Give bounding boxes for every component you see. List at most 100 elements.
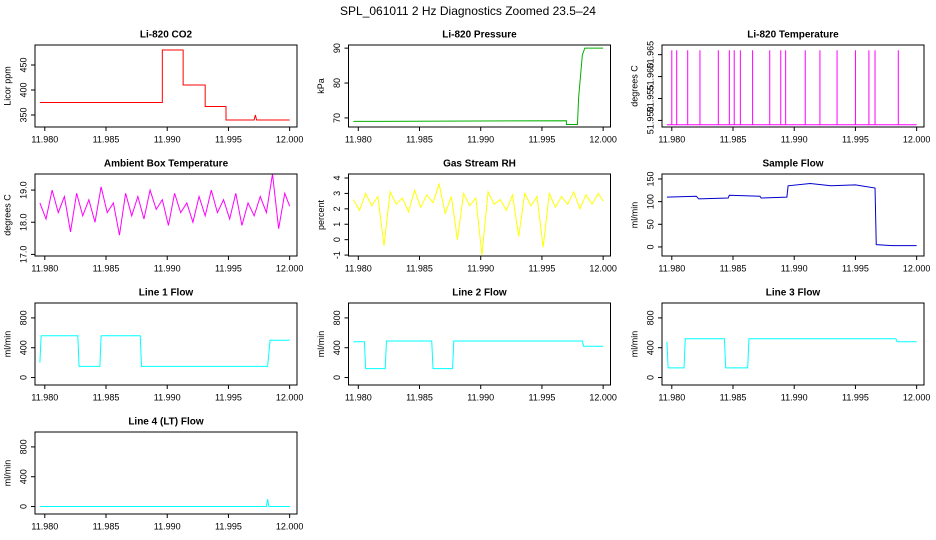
- data-line: [666, 183, 917, 247]
- y-tick-label: 17.0: [18, 246, 28, 264]
- y-tick-label: 400: [645, 340, 655, 355]
- x-tick-label: 11.985: [93, 134, 120, 144]
- x-tick-label: 11.980: [31, 134, 58, 144]
- x-tick-label: 11.980: [658, 134, 685, 144]
- x-tick-label: 11.980: [658, 392, 685, 402]
- x-tick-label: 11.980: [31, 263, 58, 273]
- x-tick-label: 11.985: [720, 263, 747, 273]
- data-line: [353, 340, 604, 370]
- data-line: [39, 173, 291, 236]
- y-tick-label: 19.0: [18, 181, 28, 199]
- x-tick-label: 11.980: [345, 392, 372, 402]
- y-tick-label: 51.965: [645, 41, 655, 69]
- plot-frame: [661, 302, 925, 386]
- plot-frame: [661, 173, 925, 257]
- y-tick-label: 800: [332, 310, 342, 325]
- x-tick-label: 11.995: [215, 392, 242, 402]
- x-tick-label: 11.985: [720, 392, 747, 402]
- panel-title: Li-820 CO2: [140, 30, 193, 41]
- data-line: [666, 338, 917, 369]
- panel-title: Gas Stream RH: [443, 159, 516, 170]
- x-tick-label: 11.995: [215, 134, 242, 144]
- y-tick-label: 1: [332, 222, 342, 227]
- y-tick-label: 800: [18, 439, 28, 454]
- x-tick-label: 11.985: [406, 134, 433, 144]
- x-tick-label: 11.990: [467, 392, 494, 402]
- panel-title: Line 2 Flow: [452, 288, 507, 299]
- plot-frame: [34, 173, 298, 257]
- plot-frame: [348, 302, 611, 386]
- x-tick-label: 11.980: [658, 263, 685, 273]
- data-line: [353, 47, 604, 126]
- y-tick-label: 400: [18, 82, 28, 97]
- x-tick-label: 12.000: [276, 134, 304, 144]
- x-tick-label: 12.000: [276, 263, 304, 273]
- x-tick-label: 11.995: [215, 263, 242, 273]
- y-tick-label: 50: [645, 219, 655, 229]
- panel-title: Line 3 Flow: [766, 288, 821, 299]
- y-axis-label: ml/min: [2, 331, 12, 358]
- x-tick-label: 12.000: [589, 392, 617, 402]
- y-tick-label: 400: [18, 469, 28, 484]
- y-tick-label: 90: [332, 43, 342, 53]
- plot-frame: [661, 44, 925, 128]
- x-tick-label: 11.995: [529, 134, 556, 144]
- x-tick-label: 12.000: [903, 263, 931, 273]
- x-tick-label: 11.995: [215, 521, 242, 531]
- y-axis-label: ml/min: [316, 331, 326, 358]
- y-tick-label: 0: [18, 375, 28, 380]
- panel-title: Li-820 Pressure: [442, 30, 517, 41]
- x-tick-label: 12.000: [589, 263, 617, 273]
- y-axis-label: ml/min: [2, 460, 12, 487]
- plot-frame: [348, 44, 611, 128]
- data-line: [352, 182, 604, 256]
- x-tick-label: 11.990: [467, 263, 494, 273]
- x-tick-label: 11.985: [406, 263, 433, 273]
- x-tick-label: 11.980: [31, 392, 58, 402]
- data-line: [39, 499, 290, 508]
- y-tick-label: 350: [18, 107, 28, 122]
- panel-title: Sample Flow: [762, 159, 823, 170]
- x-tick-label: 11.990: [154, 392, 181, 402]
- x-tick-label: 11.995: [529, 263, 556, 273]
- y-tick-label: 70: [332, 113, 342, 123]
- x-tick-label: 11.990: [467, 134, 494, 144]
- y-axis-label: percent: [316, 199, 326, 230]
- y-tick-label: 0: [332, 375, 342, 380]
- y-axis-label: kPa: [316, 78, 326, 94]
- y-axis-label: ml/min: [629, 202, 639, 229]
- x-tick-label: 11.995: [842, 263, 869, 273]
- x-tick-label: 11.985: [93, 263, 120, 273]
- x-tick-label: 12.000: [903, 392, 931, 402]
- panel-title: Line 1 Flow: [139, 288, 194, 299]
- panel-title: Line 4 (LT) Flow: [128, 417, 204, 428]
- y-axis-label: ml/min: [629, 331, 639, 358]
- x-tick-label: 11.995: [842, 134, 869, 144]
- x-tick-label: 11.985: [93, 392, 120, 402]
- plot-frame: [34, 431, 298, 515]
- y-tick-label: 450: [18, 57, 28, 72]
- y-tick-label: 0: [18, 504, 28, 509]
- plot-frame: [34, 302, 298, 386]
- y-axis-label: degrees C: [2, 194, 12, 236]
- y-tick-label: 400: [332, 340, 342, 355]
- x-tick-label: 11.980: [345, 134, 372, 144]
- y-axis-label: degrees C: [629, 65, 639, 107]
- figure-title: SPL_061011 2 Hz Diagnostics Zoomed 23.5–…: [340, 4, 596, 18]
- x-tick-label: 11.980: [345, 263, 372, 273]
- x-tick-label: 11.990: [154, 263, 181, 273]
- y-tick-label: 51.955: [645, 85, 655, 113]
- y-tick-label: -1: [332, 251, 342, 259]
- plot-frame: [34, 44, 298, 128]
- x-tick-label: 11.990: [781, 134, 808, 144]
- y-tick-label: 150: [645, 171, 655, 186]
- y-tick-label: 51.950: [645, 107, 655, 135]
- x-tick-label: 12.000: [589, 134, 617, 144]
- y-tick-label: 80: [332, 78, 342, 88]
- y-tick-label: 3: [332, 191, 342, 196]
- data-line: [666, 50, 917, 126]
- x-tick-label: 11.985: [93, 521, 120, 531]
- x-tick-label: 11.985: [406, 392, 433, 402]
